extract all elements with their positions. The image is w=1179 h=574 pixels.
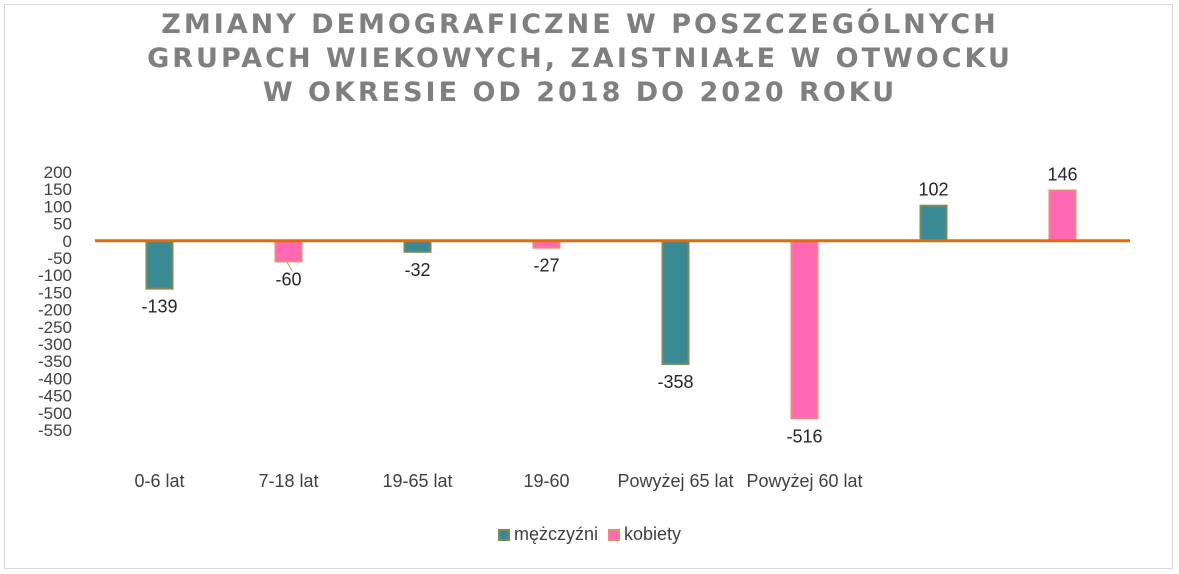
x-category-label: 19-60 xyxy=(523,471,569,491)
legend-label: mężczyźni xyxy=(513,524,598,544)
bar-mezczyzni xyxy=(661,239,690,365)
bar-kobiety xyxy=(274,239,303,263)
y-tick-label: -300 xyxy=(38,335,72,354)
data-label: -139 xyxy=(141,297,177,317)
data-label: -516 xyxy=(786,426,822,446)
bar-mezczyzni xyxy=(403,239,432,253)
bar-kobiety xyxy=(1048,189,1077,242)
y-tick-label: -250 xyxy=(38,318,72,337)
x-category-label: Powyżej 65 lat xyxy=(617,471,733,491)
data-label: -32 xyxy=(404,260,430,280)
y-tick-label: -50 xyxy=(47,249,72,268)
chart-frame xyxy=(4,4,1173,569)
x-category-label: 0-6 lat xyxy=(134,471,184,491)
y-tick-label: 50 xyxy=(53,215,72,234)
data-label: -27 xyxy=(533,256,559,276)
x-category-label: 7-18 lat xyxy=(258,471,318,491)
legend-item: kobiety xyxy=(607,524,682,545)
data-label: -358 xyxy=(657,372,693,392)
y-tick-label: -500 xyxy=(38,404,72,423)
y-tick-label: 150 xyxy=(44,180,72,199)
legend-swatch xyxy=(607,528,620,541)
legend-item: mężczyźni xyxy=(497,524,598,545)
y-tick-label: -100 xyxy=(38,266,72,285)
y-tick-label: -400 xyxy=(38,369,72,388)
legend-swatch xyxy=(497,528,510,541)
y-tick-label: -200 xyxy=(38,301,72,320)
legend-label: kobiety xyxy=(623,524,682,544)
bar-kobiety xyxy=(790,239,819,420)
y-tick-label: -350 xyxy=(38,352,72,371)
bar-mezczyzni xyxy=(919,204,948,242)
y-tick-label: 100 xyxy=(44,197,72,216)
y-tick-label: 0 xyxy=(63,232,72,251)
bar-mezczyzni xyxy=(145,239,174,290)
y-tick-label: -150 xyxy=(38,283,72,302)
x-category-label: Powyżej 60 lat xyxy=(746,471,862,491)
y-tick-label: -550 xyxy=(38,421,72,440)
x-category-label: 19-65 lat xyxy=(382,471,452,491)
y-tick-label: -450 xyxy=(38,387,72,406)
chart-title: ZMIANY DEMOGRAFICZNE W POSZCZEGÓLNYCH GR… xyxy=(147,9,1013,108)
chart-legend: mężczyźni kobiety xyxy=(0,524,1179,545)
data-label: 146 xyxy=(1047,165,1077,185)
leader-line xyxy=(286,261,293,272)
data-label: 102 xyxy=(918,180,948,200)
data-label: -60 xyxy=(275,269,301,289)
y-tick-label: 200 xyxy=(44,163,72,182)
